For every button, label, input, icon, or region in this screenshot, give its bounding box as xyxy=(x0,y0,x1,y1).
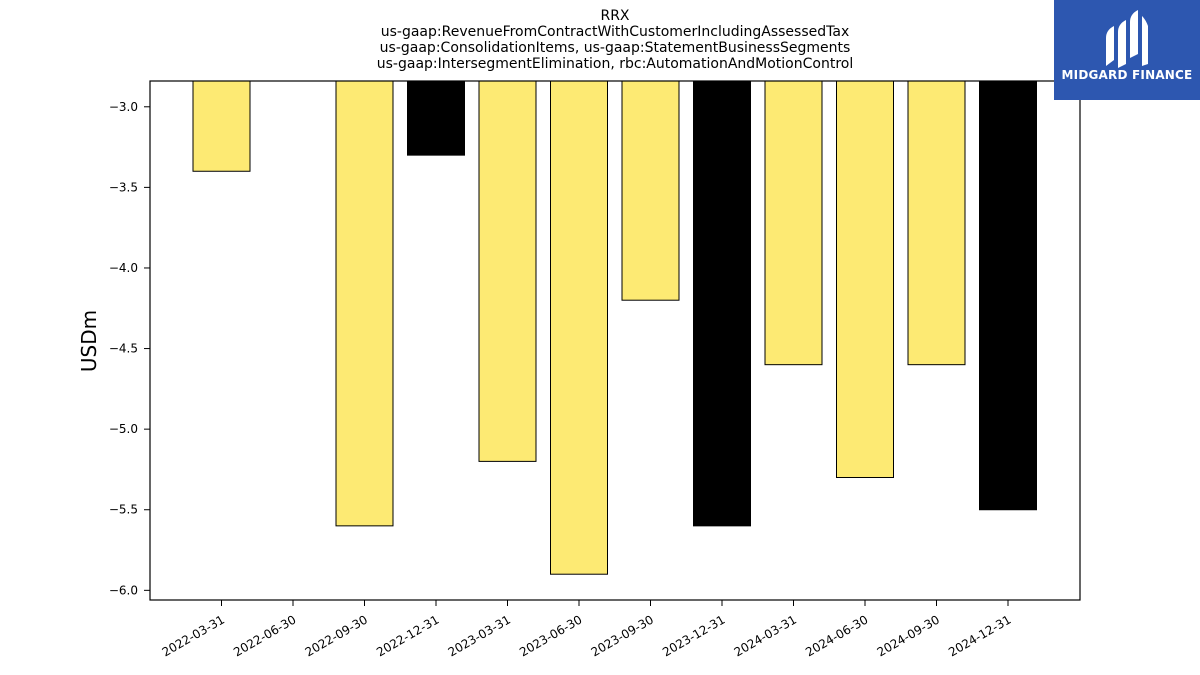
plot-frame xyxy=(149,80,1081,601)
y-tick-label: −5.0 xyxy=(109,422,138,436)
x-tick-label: 2024-12-31 xyxy=(946,612,1013,659)
chart-title-line: RRX xyxy=(600,8,629,24)
x-tick-label: 2024-09-30 xyxy=(875,612,942,659)
x-tick-label: 2022-03-31 xyxy=(160,612,227,659)
y-axis-label: USDm xyxy=(77,310,101,372)
midgard-logo-icon xyxy=(1106,10,1148,68)
x-tick-label: 2023-06-30 xyxy=(517,612,584,659)
bar xyxy=(335,80,394,527)
x-tick-label: 2022-06-30 xyxy=(231,612,298,659)
logo-text: MIDGARD FINANCE xyxy=(1061,68,1193,82)
chart-title-line: us-gaap:RevenueFromContractWithCustomerI… xyxy=(381,24,850,40)
x-tick-label: 2023-12-31 xyxy=(660,612,727,659)
bar xyxy=(550,80,608,575)
bar xyxy=(836,80,894,479)
y-tick-label: −5.5 xyxy=(109,503,138,517)
y-tick-label: −4.5 xyxy=(109,342,138,356)
bar xyxy=(407,80,465,156)
midgard-finance-logo: MIDGARD FINANCE xyxy=(1054,0,1200,100)
chart-title-line: us-gaap:IntersegmentElimination, rbc:Aut… xyxy=(377,56,853,72)
bar xyxy=(979,80,1037,511)
chart-title: RRXus-gaap:RevenueFromContractWithCustom… xyxy=(377,8,853,72)
y-tick-label: −6.0 xyxy=(109,583,138,597)
x-tick-label: 2022-09-30 xyxy=(303,612,370,659)
x-tick-label: 2024-03-31 xyxy=(732,612,799,659)
bar xyxy=(478,80,537,462)
x-tick-label: 2023-09-30 xyxy=(589,612,656,659)
y-axis: −3.0 −3.5 −4.0 −4.5 −5.0 −5.5 −6.0 xyxy=(109,100,150,597)
x-tick-label: 2024-06-30 xyxy=(803,612,870,659)
bar xyxy=(192,80,251,172)
bar xyxy=(764,80,823,366)
y-tick-label: −4.0 xyxy=(109,261,138,275)
bar xyxy=(693,80,751,527)
x-tick-label: 2023-03-31 xyxy=(446,612,513,659)
y-tick-label: −3.5 xyxy=(109,180,138,194)
bars xyxy=(192,80,1037,575)
bar xyxy=(907,80,966,366)
x-tick-label: 2022-12-31 xyxy=(374,612,441,659)
y-tick-label: −3.0 xyxy=(109,100,138,114)
x-axis: 2022-03-31 2022-06-30 2022-09-30 2022-12-31… xyxy=(160,600,1014,659)
bar xyxy=(621,80,680,301)
chart-title-line: us-gaap:ConsolidationItems, us-gaap:Stat… xyxy=(380,40,851,56)
